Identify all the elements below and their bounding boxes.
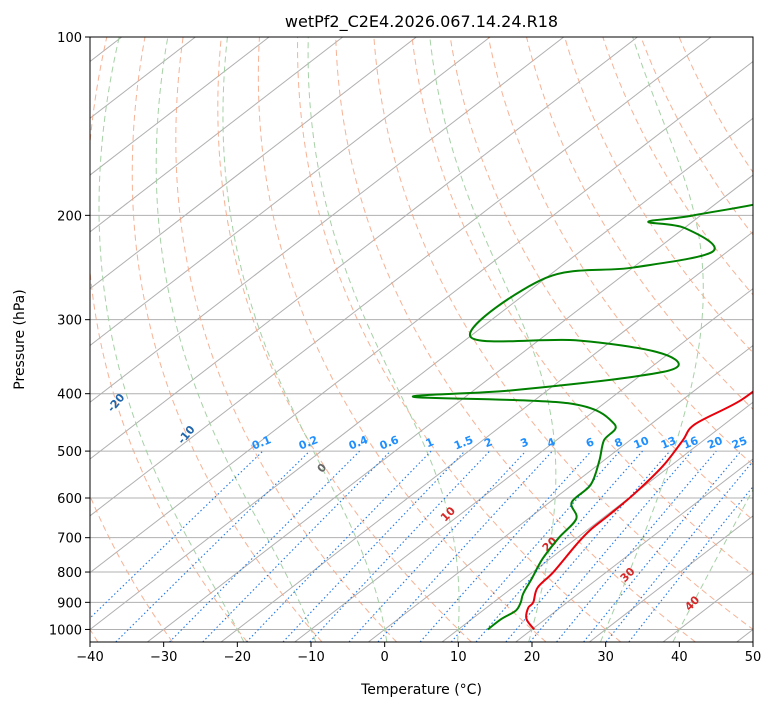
x-tick-label: 30 <box>597 650 614 665</box>
mixing-ratio-line <box>377 450 553 642</box>
x-tick-label: −20 <box>224 650 251 665</box>
mixing-ratio-label: 13 <box>659 434 678 452</box>
mixing-ratio-label: 10 <box>632 434 651 452</box>
dry-adiabat-line <box>411 37 753 576</box>
mixing-ratio-label: 25 <box>730 434 749 452</box>
axes: −40 −30 −20 −10 0 10 20 30 40 50 100 200 300 400 500 60… <box>49 31 761 665</box>
isotherm-line <box>90 37 270 176</box>
profile-lines <box>412 203 753 631</box>
isotherm-line <box>90 37 491 347</box>
chart-title: wetPf2_C2E4.2026.067.14.24.R18 <box>285 12 558 32</box>
y-tick-label: 700 <box>57 532 82 547</box>
x-axis-label: Temperature (°C) <box>360 682 482 698</box>
background-lines <box>90 37 753 642</box>
mixing-ratio-line <box>169 450 361 642</box>
isotherm-line <box>90 60 753 574</box>
isotherm-line <box>294 288 753 642</box>
moist-adiabat-line <box>222 37 388 642</box>
mixing-ratio-line <box>628 485 753 642</box>
dry-adiabat-line <box>602 37 753 296</box>
mixing-ratio-label: 1 <box>424 435 436 450</box>
dry-adiabat-line <box>678 37 753 174</box>
x-tick-label: 50 <box>745 650 762 665</box>
y-tick-label: 600 <box>57 492 82 507</box>
dry-adiabat-line <box>257 37 547 642</box>
moist-adiabat-line <box>599 37 704 642</box>
mixing-ratio-label: 3 <box>519 435 531 450</box>
isotherm-line <box>589 515 753 642</box>
y-tick-label: 400 <box>57 388 82 403</box>
y-tick-label: 100 <box>57 31 82 46</box>
x-tick-label: 0 <box>381 650 389 665</box>
x-tick-label: −40 <box>76 650 103 665</box>
mixing-ratio-line <box>246 450 432 642</box>
dry-adiabat-line <box>564 37 753 354</box>
x-tick-label: 40 <box>671 650 688 665</box>
dewpoint-profile-line <box>412 203 753 631</box>
mixing-ratio-label: 2 <box>482 435 494 450</box>
mixing-ratio-line <box>90 450 264 619</box>
dry-adiabat-line <box>297 37 622 642</box>
mixing-ratio-line <box>583 450 742 642</box>
isotherm-line <box>90 117 753 631</box>
isotherm-line <box>368 344 753 642</box>
y-tick-label: 900 <box>57 596 82 611</box>
mixing-ratio-line <box>605 460 753 642</box>
temperature-profile-line <box>525 390 753 631</box>
dry-adiabat-line <box>449 37 753 521</box>
moist-adiabat-line <box>155 37 317 642</box>
isotherm-line <box>90 37 712 517</box>
x-tick-label: 10 <box>450 650 467 665</box>
dry-adiabat-line <box>487 37 753 466</box>
y-tick-label: 800 <box>57 566 82 581</box>
y-tick-label: 300 <box>57 314 82 329</box>
mixing-ratio-line <box>529 450 693 642</box>
y-tick-label: 1000 <box>49 623 82 638</box>
y-tick-label: 500 <box>57 445 82 460</box>
mixing-ratio-line <box>115 450 311 642</box>
mixing-ratio-label: 20 <box>705 434 724 452</box>
mixing-ratio-label: 16 <box>681 434 700 452</box>
x-tick-label: −30 <box>150 650 177 665</box>
mixing-ratio-line <box>556 450 717 642</box>
isotherm-line <box>90 37 417 290</box>
isotherm-line <box>90 37 638 460</box>
moist-adiabat-line <box>307 37 460 642</box>
x-tick-label: 20 <box>524 650 541 665</box>
moist-adiabat-line <box>429 37 557 642</box>
mixing-ratio-line <box>505 450 671 642</box>
dry-adiabat-line <box>175 37 397 642</box>
mixing-ratio-line <box>419 450 592 642</box>
x-tick-label: −10 <box>297 650 324 665</box>
dry-adiabat-line <box>131 37 323 642</box>
isotherm-line <box>515 458 753 642</box>
plot-frame <box>89 36 754 643</box>
mixing-ratio-line <box>202 450 391 642</box>
dry-adiabat-line <box>373 37 753 631</box>
mixing-ratio-label: 8 <box>613 435 625 450</box>
y-axis-label: Pressure (hPa) <box>12 289 28 389</box>
isotherm-line <box>441 401 753 642</box>
dry-adiabat-line <box>217 37 472 642</box>
isotherm-line <box>220 231 753 642</box>
y-tick-label: 200 <box>57 209 82 224</box>
mixing-ratio-line <box>348 450 527 642</box>
isotherm-line <box>90 37 565 403</box>
moist-adiabat-line <box>98 37 245 642</box>
mixing-ratio-label: 30 <box>751 434 770 452</box>
isotherm-line <box>90 37 344 233</box>
